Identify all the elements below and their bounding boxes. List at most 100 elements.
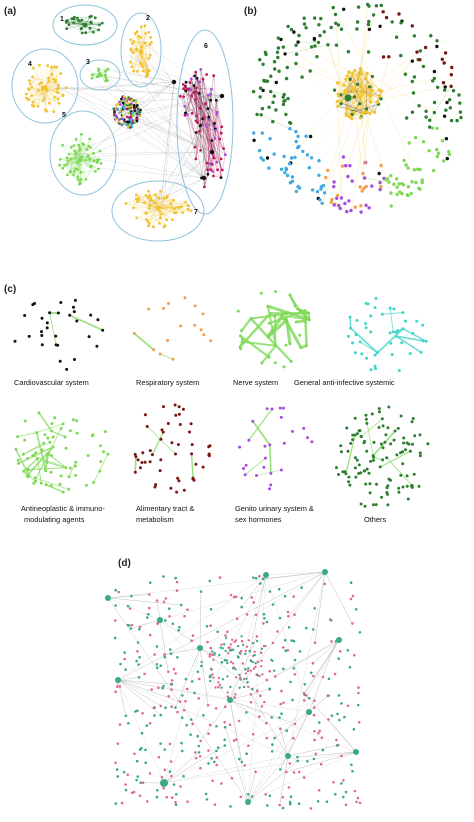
network-node	[399, 53, 403, 58]
network-node	[265, 79, 270, 83]
network-node	[358, 429, 362, 433]
network-node	[138, 49, 144, 55]
network-node	[312, 628, 315, 631]
network-node	[347, 475, 351, 479]
network-node	[399, 451, 402, 455]
category-label-cardiovascular: Cardiovascular system	[14, 378, 89, 387]
network-node	[139, 781, 142, 784]
network-node	[232, 595, 236, 599]
network-node	[155, 205, 161, 211]
network-node	[240, 329, 243, 333]
network-node	[353, 456, 357, 460]
network-edge	[77, 143, 83, 170]
network-edge	[373, 456, 383, 461]
network-node	[249, 659, 253, 663]
network-edge	[136, 194, 173, 220]
network-node	[215, 113, 219, 116]
network-node	[145, 724, 149, 727]
network-node	[248, 649, 252, 653]
network-node	[432, 69, 437, 74]
network-node	[296, 184, 300, 189]
network-node	[356, 95, 360, 99]
network-edge	[145, 151, 213, 211]
network-edge	[161, 203, 171, 215]
network-node	[118, 122, 121, 125]
network-node	[38, 82, 41, 86]
network-node	[440, 139, 445, 143]
network-node	[163, 653, 166, 656]
network-node	[335, 466, 338, 470]
network-node	[409, 191, 413, 196]
network-node	[209, 339, 213, 343]
network-edge	[32, 76, 59, 93]
network-node	[136, 641, 140, 644]
network-node	[210, 139, 214, 142]
network-node	[368, 100, 373, 104]
network-node	[74, 167, 78, 171]
network-node	[414, 180, 418, 185]
network-node	[125, 120, 129, 124]
network-node	[139, 36, 143, 39]
network-node	[327, 677, 331, 681]
network-node	[350, 179, 354, 183]
network-node	[339, 650, 342, 653]
network-node	[80, 31, 84, 35]
network-node	[234, 639, 238, 642]
network-node	[358, 801, 362, 805]
network-node	[359, 434, 363, 438]
network-edge	[175, 647, 201, 708]
network-node	[205, 161, 209, 165]
network-node	[344, 803, 348, 807]
network-node	[79, 27, 83, 31]
network-node	[273, 669, 276, 672]
network-node	[171, 218, 174, 222]
network-node	[229, 660, 233, 663]
network-node	[153, 714, 156, 717]
network-node	[170, 688, 173, 691]
network-node	[127, 120, 131, 124]
network-node	[365, 421, 369, 425]
network-node	[184, 699, 187, 703]
network-edge	[207, 100, 217, 170]
network-node	[387, 405, 391, 409]
network-node	[258, 86, 263, 90]
panel-c-label: (c)	[4, 284, 16, 295]
network-node	[218, 137, 222, 141]
network-node	[254, 770, 257, 773]
network-node	[240, 596, 243, 600]
network-edge	[117, 571, 326, 681]
network-node	[159, 742, 162, 745]
network-node	[344, 790, 348, 794]
network-edge	[207, 89, 212, 175]
network-node	[405, 474, 409, 478]
network-node	[249, 669, 252, 672]
network-node	[230, 638, 234, 641]
network-node	[223, 744, 227, 747]
network-node	[199, 328, 203, 332]
network-node	[253, 653, 256, 657]
network-node	[180, 716, 184, 719]
network-node	[59, 301, 63, 304]
network-edge	[352, 73, 368, 77]
network-node	[312, 36, 317, 41]
network-node	[42, 85, 48, 91]
network-node	[128, 624, 131, 627]
network-node	[68, 170, 72, 174]
network-node	[313, 730, 316, 733]
network-node	[177, 405, 181, 409]
network-node	[43, 97, 46, 100]
network-node	[141, 451, 145, 455]
network-node	[147, 222, 151, 226]
network-node	[367, 471, 371, 475]
network-node	[45, 109, 48, 113]
network-node	[285, 65, 289, 70]
network-node	[136, 775, 139, 778]
network-node	[133, 120, 137, 123]
network-node	[293, 613, 296, 616]
network-node	[339, 196, 344, 200]
network-node	[379, 3, 383, 8]
network-node	[181, 407, 185, 411]
network-node	[130, 623, 134, 627]
network-node	[128, 108, 131, 112]
network-node	[21, 452, 25, 456]
